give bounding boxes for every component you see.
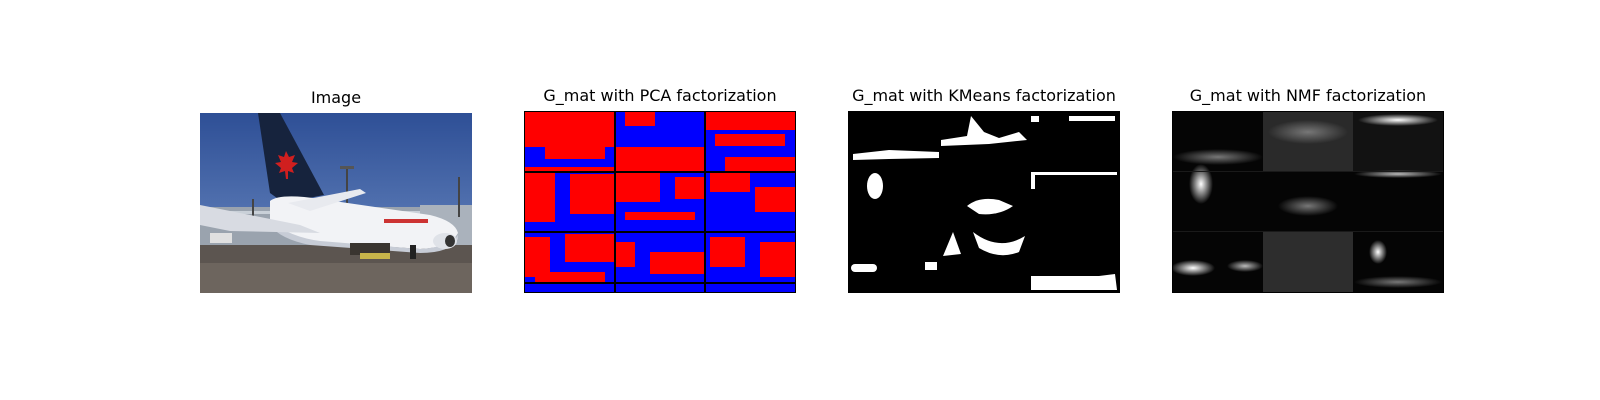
nmf-panel: G_mat with NMF factorization (1172, 86, 1444, 298)
pca-factor-grid (524, 111, 796, 293)
kmeans-factor-grid (848, 111, 1120, 293)
airplane-photo (200, 113, 472, 293)
panel-title: Image (310, 88, 362, 107)
nmf-factor-grid (1172, 111, 1444, 293)
kmeans-panel: G_mat with KMeans factorization (848, 86, 1120, 298)
panel-title: G_mat with NMF factorization (1189, 86, 1427, 105)
panel-title: G_mat with KMeans factorization (852, 86, 1116, 105)
panel-title: G_mat with PCA factorization (543, 86, 777, 105)
image-panel: Image (200, 88, 472, 296)
pca-panel: G_mat with PCA factorization (524, 86, 796, 298)
